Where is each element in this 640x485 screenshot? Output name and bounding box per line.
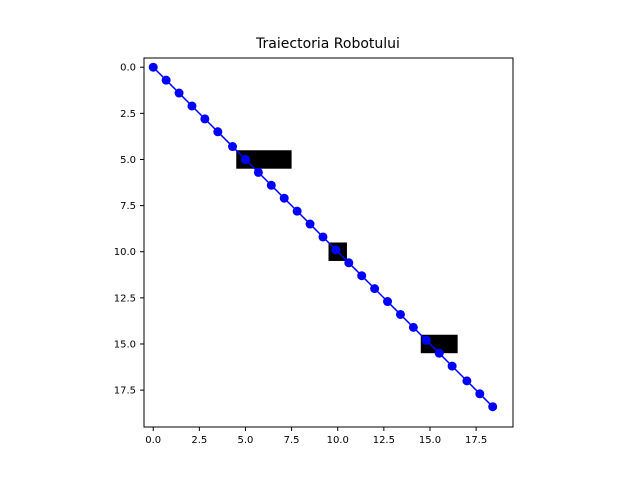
trajectory-point (488, 402, 498, 412)
trajectory-point (240, 154, 250, 164)
y-tick-label: 10.0 (114, 247, 136, 258)
y-tick-label: 7.5 (120, 201, 136, 212)
trajectory-point (253, 167, 263, 177)
trajectory-point (266, 180, 276, 190)
y-tick-label: 5.0 (120, 155, 136, 166)
trajectory-point (462, 376, 472, 386)
trajectory-point (383, 297, 393, 307)
axes-layer: 0.0 2.5 5.0 7.5 10.0 12.5 15.0 17.5 0.0 2.5 5.0 7.5… (114, 57, 514, 446)
trajectory-point (421, 335, 431, 345)
trajectory-point (200, 114, 210, 124)
trajectory-point (161, 75, 171, 85)
trajectory-point (292, 206, 302, 216)
trajectory-point (174, 88, 184, 98)
x-tick-label: 15.0 (419, 435, 441, 446)
trajectory-point (395, 309, 405, 319)
plot-frame (143, 57, 514, 428)
trajectory-point (408, 322, 418, 332)
trajectory-point (447, 361, 457, 371)
trajectory-point (187, 101, 197, 111)
x-tick-label: 2.5 (191, 435, 207, 446)
trajectory-point (318, 232, 328, 242)
x-tick-label: 5.0 (238, 435, 254, 446)
y-tick-label: 15.0 (114, 339, 136, 350)
trajectory-point (213, 127, 223, 137)
trajectory-point (305, 219, 315, 229)
y-tick-label: 17.5 (114, 386, 136, 397)
trajectory-point (475, 389, 485, 399)
y-tick-label: 2.5 (120, 109, 136, 120)
trajectory-point (370, 284, 380, 294)
x-tick-label: 0.0 (145, 435, 161, 446)
x-tick-label: 10.0 (327, 435, 349, 446)
y-tick-label: 12.5 (114, 293, 136, 304)
x-tick-label: 7.5 (284, 435, 300, 446)
trajectory-point (279, 193, 289, 203)
chart-title: Traiectoria Robotului (255, 36, 400, 52)
trajectory-point (228, 142, 238, 152)
y-tick-label: 0.0 (120, 63, 136, 74)
trajectory-point (434, 348, 444, 358)
x-tick-label: 17.5 (465, 435, 487, 446)
x-tick-label: 12.5 (373, 435, 395, 446)
trajectory-point (331, 245, 341, 255)
trajectory-point (344, 258, 354, 268)
trajectory-point (148, 62, 158, 72)
series-layer (148, 62, 498, 412)
trajectory-point (357, 271, 367, 281)
